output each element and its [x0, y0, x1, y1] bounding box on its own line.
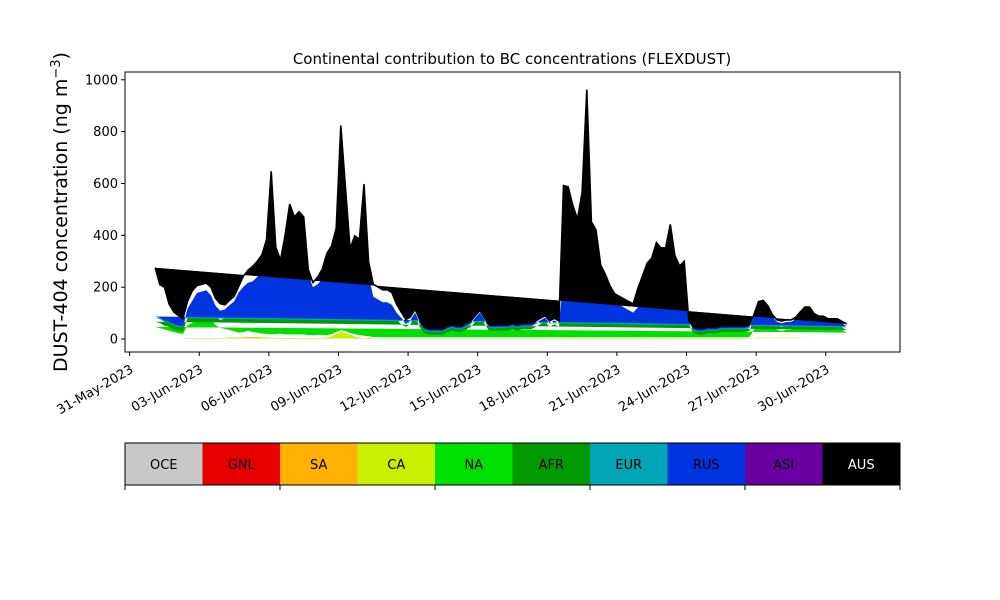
legend-label-eur: EUR [615, 458, 642, 473]
stacked-areas [155, 89, 847, 339]
y-tick-label: 200 [93, 281, 118, 296]
legend-swatch-rus [667, 443, 746, 485]
legend-label-na: NA [464, 458, 483, 473]
legend-label-gnl: GNL [228, 458, 256, 473]
legend-label-asi: ASI [773, 458, 794, 473]
legend-swatch-aus [822, 443, 901, 485]
legend-label-rus: RUS [693, 458, 720, 473]
legend-swatch-oce [125, 443, 203, 485]
legend-frame [124, 442, 901, 486]
chart-title: Continental contribution to BC concentra… [293, 50, 731, 68]
y-axis-label-close: ) [50, 52, 72, 59]
legend-label-ca: CA [387, 458, 405, 473]
legend-label-aus: AUS [848, 458, 875, 473]
legend-swatch-ca [357, 443, 436, 485]
y-axis-label: DUST-404 concentration (ng m−3) [49, 52, 72, 372]
legend: OCE GNL SA CA NA AFR EUR RUS ASI AUS [124, 442, 901, 490]
plot-frame [124, 71, 901, 353]
legend-swatch-asi [745, 443, 823, 485]
legend-label-sa: SA [310, 458, 327, 473]
legend-swatch-eur [590, 443, 668, 485]
y-axis-label-main: DUST-404 concentration (ng m [50, 79, 72, 372]
legend-swatch-afr [512, 443, 591, 485]
legend-swatch-sa [280, 443, 358, 485]
y-tick-label: 0 [110, 333, 118, 348]
area-rus [155, 160, 847, 331]
y-tick-label: 400 [93, 229, 118, 244]
legend-label-afr: AFR [539, 458, 564, 473]
y-axis: 0 200 400 600 800 1000 [85, 73, 125, 348]
y-tick-label: 1000 [85, 73, 118, 88]
y-tick-label: 600 [93, 177, 118, 192]
y-tick-label: 800 [93, 125, 118, 140]
legend-label-oce: OCE [150, 458, 178, 473]
area-na [155, 311, 847, 338]
total-line [154, 89, 847, 330]
y-axis-label-exponent: −3 [49, 59, 64, 78]
area-aus [155, 89, 847, 329]
legend-swatch-na [435, 443, 513, 485]
legend-swatch-gnl [202, 443, 281, 485]
